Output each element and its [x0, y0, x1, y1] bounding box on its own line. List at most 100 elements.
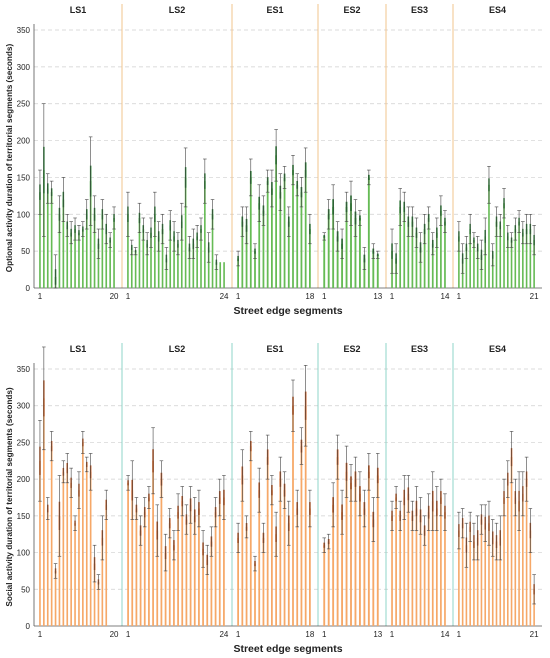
bar [435, 508, 438, 626]
bar [192, 243, 195, 288]
bar [148, 497, 150, 626]
y-tick-label: 150 [17, 173, 31, 182]
bar [66, 225, 69, 288]
bar [165, 258, 168, 288]
bar [476, 247, 479, 288]
bar [113, 217, 115, 288]
y-tick-label: 200 [17, 137, 31, 146]
x-tick-label: 24 [220, 292, 229, 301]
y-tick-label: 50 [21, 585, 30, 594]
bar [39, 192, 41, 288]
x-tick-label: 1 [126, 630, 131, 639]
bar [327, 541, 330, 626]
bar [506, 479, 509, 626]
bar [419, 515, 422, 626]
bar [480, 519, 483, 626]
x-tick-label: 1 [38, 630, 43, 639]
bar [469, 526, 471, 626]
bar [131, 490, 134, 626]
bar [215, 262, 218, 288]
bar [476, 537, 479, 626]
bar [89, 471, 92, 626]
bar [249, 177, 252, 288]
bar [127, 482, 129, 626]
y-tick-label: 200 [17, 475, 31, 484]
bar [193, 515, 196, 626]
bar [423, 530, 426, 626]
bar [469, 229, 471, 288]
bar [391, 515, 393, 626]
bar [323, 545, 326, 626]
bar [177, 243, 179, 288]
bar [85, 464, 88, 626]
y-tick-label: 0 [26, 284, 31, 293]
x-tick-label: 14 [441, 630, 450, 639]
bar [287, 523, 290, 626]
x-tick-label: 1 [457, 630, 462, 639]
x-tick-label: 1 [390, 630, 395, 639]
bar [411, 515, 414, 626]
bar [336, 236, 339, 288]
bar [503, 497, 505, 626]
bar [271, 490, 273, 626]
bar [292, 405, 294, 626]
bar [223, 262, 225, 288]
bar [266, 181, 269, 288]
bar [101, 214, 104, 288]
bar [415, 508, 418, 626]
bar [427, 512, 430, 626]
bar [101, 537, 104, 626]
bar [58, 515, 61, 626]
bar [85, 214, 88, 288]
bar [327, 214, 330, 288]
bar [372, 519, 375, 626]
x-tick-label: 18 [305, 630, 314, 639]
bar [218, 497, 221, 626]
bar [82, 442, 84, 626]
x-tick-label: 13 [373, 630, 382, 639]
bar [198, 508, 200, 626]
bar [350, 203, 352, 288]
group-label: ES3 [411, 344, 428, 354]
bar [403, 497, 406, 626]
bar [241, 221, 244, 288]
optional-activity-chart: Optional activity duration of territoria… [5, 4, 542, 317]
group-label: ES4 [489, 5, 506, 15]
bar [296, 184, 299, 288]
bar [363, 508, 366, 626]
bar [358, 217, 361, 288]
bar [249, 446, 252, 626]
bar [50, 446, 53, 626]
bar [363, 258, 366, 288]
bar [266, 457, 269, 626]
bar [533, 589, 535, 626]
bar [210, 541, 213, 626]
bar [309, 229, 311, 288]
bar [89, 181, 92, 288]
bar [109, 240, 111, 288]
bar [93, 214, 96, 288]
bar [461, 523, 464, 626]
x-tick-label: 14 [441, 292, 450, 301]
bar [372, 251, 375, 288]
bar [78, 232, 80, 288]
bar [332, 504, 335, 626]
bar [510, 457, 513, 626]
x-tick-label: 1 [38, 292, 43, 301]
bar [184, 177, 187, 288]
bar [105, 504, 108, 626]
bar [207, 247, 210, 288]
bar [395, 497, 397, 626]
x-tick-label: 1 [236, 630, 241, 639]
bar [82, 229, 84, 288]
bar [181, 501, 184, 626]
x-tick-label: 21 [530, 630, 539, 639]
bar [458, 236, 460, 288]
bar [304, 170, 307, 288]
y-axis-label: Optional activity duration of territoria… [5, 44, 14, 273]
x-tick-label: 20 [110, 292, 119, 301]
group-label: ES4 [489, 344, 506, 354]
bar [74, 523, 76, 626]
bar [407, 221, 410, 288]
